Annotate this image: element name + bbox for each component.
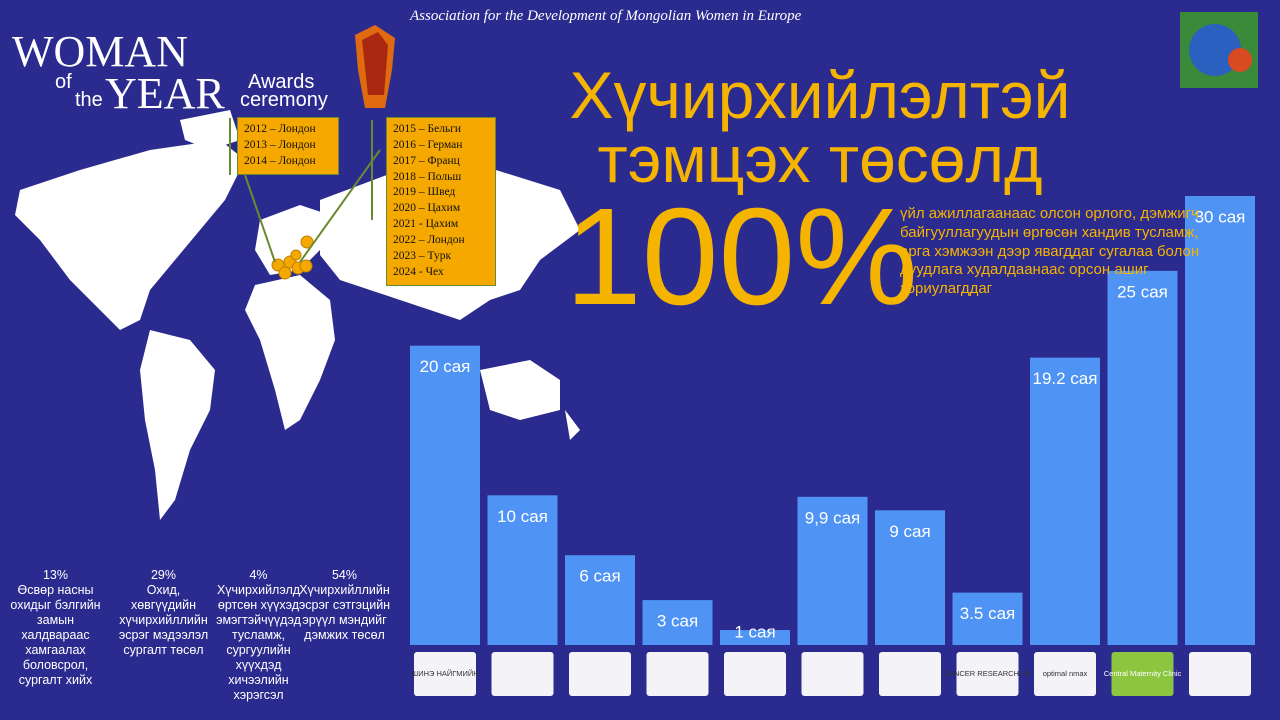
year-entry: 2017 – Франц	[393, 154, 460, 167]
year-entry: 2023 – Турк	[393, 249, 452, 262]
value-label: 3 сая	[657, 612, 698, 631]
year-box: 2012 – Лондон 2013 – Лондон 2014 – Лондон	[237, 117, 339, 175]
bar	[1107, 270, 1178, 645]
top-right-logo	[1180, 12, 1258, 88]
bar	[410, 345, 480, 645]
stat-column: 29% Охид, хөвгүүдийн хүчирхийллийн эсрэг …	[116, 568, 211, 658]
value-label: 19.2 сая	[1033, 369, 1098, 388]
title-line: Хүчирхийлэлтэй	[569, 58, 1071, 132]
award-figure	[355, 25, 395, 108]
year-entry: 2021 - Цахим	[393, 218, 459, 231]
logo-word: WOMAN	[12, 27, 188, 76]
logo-text: ШИНЭ НАЙГМИЙН	[411, 669, 478, 678]
logo-text: optimal nmax	[1043, 669, 1088, 678]
logo	[646, 652, 709, 696]
association-name: Association for the Development of Mongo…	[410, 8, 802, 24]
logo	[801, 652, 864, 696]
bar	[720, 630, 790, 645]
value-label: 1 сая	[734, 622, 775, 641]
value-label: 10 сая	[497, 507, 548, 526]
bar	[1030, 357, 1100, 645]
connectors	[229, 118, 381, 263]
logo-word: of	[55, 71, 72, 93]
stat-percent: 13%	[42, 568, 69, 582]
value-label: 3.5 сая	[960, 604, 1016, 623]
bar	[952, 592, 1023, 645]
logo-text: CANCER RESEARCH UK	[944, 669, 1032, 678]
logo	[879, 652, 941, 696]
year-entry: 2012 – Лондон	[244, 123, 316, 135]
logo-word: YEAR	[105, 69, 225, 118]
bar	[1185, 196, 1255, 645]
stat-column: 13% Өсвөр насны охидыг бэлгийн замын халд…	[8, 568, 103, 688]
logo	[1189, 652, 1251, 696]
logo-word: ceremony	[240, 89, 328, 111]
logo-word: Awards	[248, 71, 315, 93]
stat-text: Хүчирхийллийн эсрэг сэтгэцийн эрүүл мэнд…	[298, 583, 391, 642]
year-entry: 2018 – Польш	[393, 170, 462, 183]
bar	[565, 555, 635, 645]
year-entry: 2019 – Швед	[393, 186, 456, 199]
year-entry: 2022 – Лондон	[393, 234, 465, 247]
stat-text: Охид, хөвгүүдийн хүчирхийллийн эсрэг мэд…	[118, 583, 209, 657]
stat-percent: 54%	[331, 568, 358, 582]
stat-column: 4% Хүчирхийлэлд өртсөн хүүхэд эмэгтэйчүүд…	[211, 568, 306, 703]
bar	[797, 496, 868, 645]
year-entry: 2014 – Лондон	[244, 154, 316, 167]
year-box: 2015 – Бельги 2016 – Герман 2017 – Франц 20…	[386, 117, 496, 286]
logo	[491, 652, 554, 696]
bar	[875, 510, 945, 645]
logo-word: the	[75, 89, 103, 111]
big-percent: 100%	[565, 180, 918, 334]
stat-percent: 4%	[249, 568, 268, 582]
year-entry: 2024 - Чех	[393, 265, 444, 278]
world-map	[15, 110, 580, 520]
year-entry: 2015 – Бельги	[393, 123, 462, 135]
value-label: 9,9 сая	[805, 508, 861, 527]
value-label: 25 сая	[1117, 282, 1168, 301]
stat-column: 54% Хүчирхийллийн эсрэг сэтгэцийн эрүүл м…	[297, 568, 392, 643]
stat-text: Хүчирхийлэлд өртсөн хүүхэд эмэгтэйчүүдэд…	[216, 583, 301, 702]
year-entry: 2016 – Герман	[393, 138, 463, 151]
logo	[414, 652, 476, 696]
logo	[724, 652, 786, 696]
value-label: 6 сая	[579, 567, 620, 586]
year-entry: 2013 – Лондон	[244, 138, 316, 151]
year-entry: 2020 – Цахим	[393, 202, 461, 215]
value-label: 20 сая	[420, 357, 471, 376]
logo	[1111, 652, 1174, 696]
stat-percent: 29%	[150, 568, 177, 582]
logo	[1034, 652, 1096, 696]
bar	[642, 600, 713, 645]
side-text: үйл ажиллагаанаас олсон орлого, дэмжигч …	[900, 205, 1200, 297]
value-label: 30 сая	[1195, 207, 1246, 226]
stat-text: Өсвөр насны охидыг бэлгийн замын халдвар…	[10, 583, 101, 687]
logo-text: Central Maternity Clinic	[1104, 669, 1182, 678]
logo	[569, 652, 631, 696]
logo	[956, 652, 1019, 696]
bar	[487, 495, 558, 645]
title-line: тэмцэх төсөлд	[597, 122, 1043, 196]
value-label: 9 сая	[889, 522, 930, 541]
